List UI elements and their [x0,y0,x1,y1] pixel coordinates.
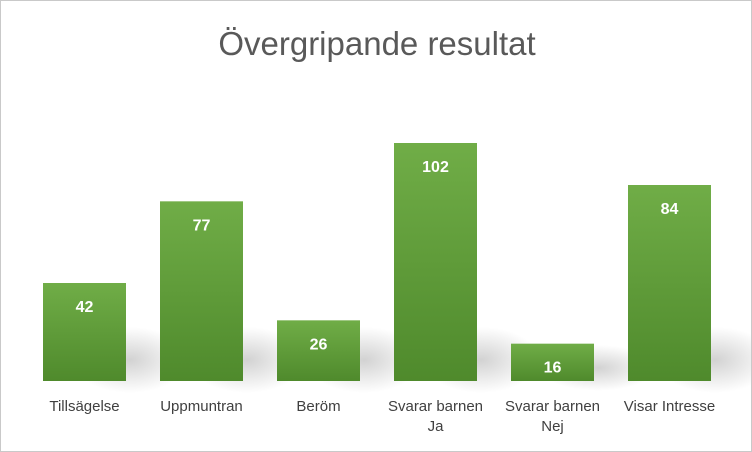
data-label: 42 [76,299,94,316]
category-labels: Tillsägelse Uppmuntran Beröm Svarar barnen J… [49,398,715,435]
bar [511,343,594,381]
category-label: Visar Intresse [624,398,715,415]
category-label: Tillsägelse [49,398,119,415]
category-label: Svarar barnen Nej [505,398,600,435]
data-label: 16 [544,360,562,377]
bar [160,201,243,381]
bars [43,143,711,381]
category-label: Uppmuntran [160,398,243,415]
data-label: 102 [422,159,449,176]
bar [277,320,360,381]
data-label: 84 [661,201,679,218]
category-label: Beröm [296,398,340,415]
bar [394,143,477,381]
category-label: Svarar barnen Ja [388,398,483,435]
chart-title: Övergripande resultat [218,25,535,62]
bar [628,185,711,381]
data-label: 77 [193,217,211,234]
data-label: 26 [310,336,328,353]
bar [43,283,126,381]
value-labels: 42 77 26 102 16 84 [76,159,679,377]
